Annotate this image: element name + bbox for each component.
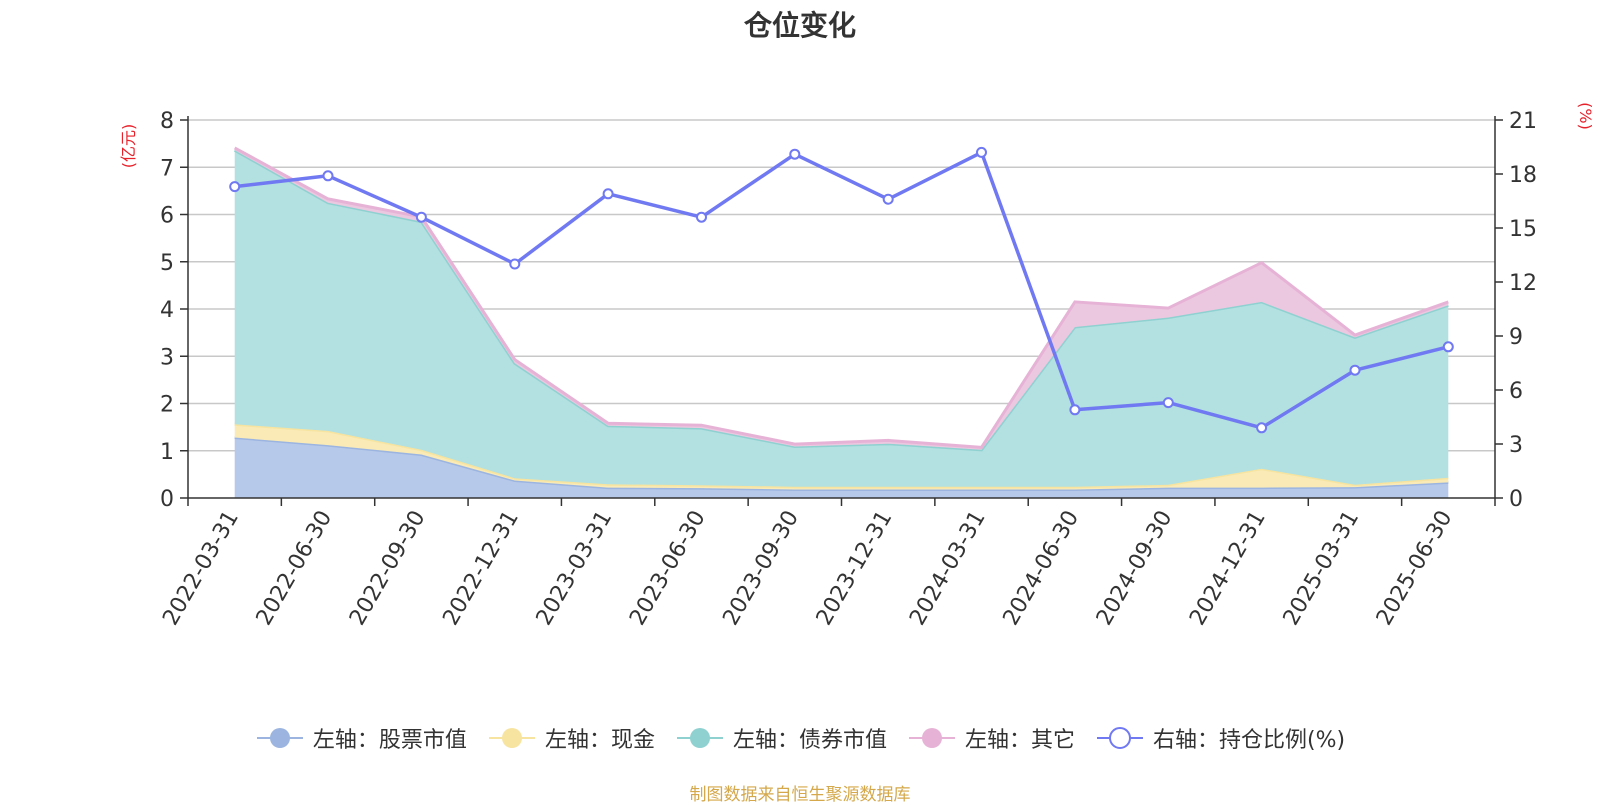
stacked-areas: [233, 146, 1449, 498]
right-axis-tick-label: 18: [1509, 163, 1537, 188]
legend-label: 左轴：股票市值: [312, 728, 467, 753]
x-axis-tick-label: 2025-03-31: [1279, 507, 1365, 630]
left-axis-unit: (亿元): [119, 124, 138, 169]
ratio-point: [976, 146, 987, 158]
right-axis-tick-label: 3: [1509, 433, 1523, 458]
ratio-point: [1162, 397, 1174, 409]
x-axis-tick-label: 2022-09-30: [345, 507, 431, 630]
left-axis-tick-label: 6: [160, 204, 174, 229]
x-axis-tick-label: 2022-03-31: [158, 507, 244, 630]
right-axis-tick-label: 6: [1509, 379, 1523, 404]
ratio-point: [1442, 341, 1454, 353]
right-axis-tick-label: 12: [1509, 271, 1537, 296]
legend-item-2[interactable]: 左轴：债券市值: [675, 722, 887, 754]
ratio-point: [1069, 404, 1081, 416]
x-axis-tick-label: 2022-06-30: [252, 507, 338, 630]
legend: 左轴：股票市值 左轴：现金 左轴：债券市值 左轴：其它 右轴：持仓比例(%): [0, 722, 1600, 754]
ratio-point: [602, 188, 614, 200]
legend-item-4[interactable]: 右轴：持仓比例(%): [1095, 722, 1345, 754]
ratio-point: [322, 170, 334, 182]
left-axis-tick-label: 8: [160, 109, 174, 134]
legend-item-3[interactable]: 左轴：其它: [907, 722, 1075, 754]
legend-swatch-icon: [1096, 727, 1143, 749]
legend-swatch-icon: [676, 728, 723, 748]
legend-label: 左轴：债券市值: [732, 728, 887, 753]
legend-item-0[interactable]: 左轴：股票市值: [255, 722, 467, 754]
x-axis-tick-label: 2023-09-30: [718, 507, 804, 630]
x-axis-tick-label: 2023-06-30: [625, 507, 711, 630]
left-axis-tick-label: 2: [160, 393, 174, 418]
x-axis-tick-label: 2025-06-30: [1372, 507, 1458, 630]
left-axis-tick-label: 7: [160, 156, 174, 181]
left-axis-tick-label: 1: [160, 440, 174, 465]
left-axis-tick-label: 4: [160, 298, 174, 323]
ratio-point: [1349, 364, 1361, 376]
right-axis-unit: (%): [1576, 102, 1595, 130]
legend-label: 右轴：持仓比例(%): [1152, 728, 1346, 753]
legend-swatch-icon: [256, 728, 303, 748]
ratio-point: [1256, 422, 1268, 434]
right-axis-tick-label: 21: [1509, 109, 1537, 134]
ratio-point: [229, 181, 241, 193]
legend-item-1[interactable]: 左轴：现金: [487, 722, 655, 754]
ratio-line-series: [229, 146, 1454, 434]
area-series-2: [234, 150, 1449, 487]
legend-label: 左轴：其它: [964, 728, 1075, 753]
x-axis-tick-label: 2023-12-31: [812, 507, 898, 630]
ratio-point: [789, 148, 801, 160]
legend-label: 左轴：现金: [544, 728, 655, 753]
legend-swatch-icon: [488, 728, 535, 748]
area-series-1: [234, 424, 1449, 490]
x-axis-tick-label: 2024-03-31: [905, 507, 991, 630]
left-axis-tick-label: 5: [160, 251, 174, 276]
ratio-point: [882, 193, 894, 205]
left-axis-tick-label: 3: [160, 345, 174, 370]
legend-swatch-icon: [908, 728, 955, 748]
ratio-point: [696, 211, 707, 223]
x-axis-tick-label: 2023-03-31: [532, 507, 618, 630]
ratio-point: [509, 258, 521, 270]
area-series-3: [234, 147, 1449, 450]
x-axis-tick-label: 2024-09-30: [1092, 507, 1178, 630]
ratio-point: [415, 211, 427, 223]
right-axis-tick-label: 9: [1509, 325, 1523, 350]
right-axis-tick-label: 15: [1509, 217, 1537, 242]
chart-title: 仓位变化: [743, 9, 856, 42]
x-axis-tick-label: 2022-12-31: [438, 507, 524, 630]
area-series-edge-3: [233, 146, 1449, 449]
left-axis-tick-label: 0: [160, 487, 174, 512]
ratio-line: [234, 150, 1449, 430]
x-axis-tick-label: 2024-12-31: [1185, 507, 1271, 630]
data-source-note: 制图数据来自恒生聚源数据库: [689, 785, 911, 805]
right-axis-tick-label: 0: [1509, 487, 1523, 512]
x-axis-tick-label: 2024-06-30: [999, 507, 1085, 630]
